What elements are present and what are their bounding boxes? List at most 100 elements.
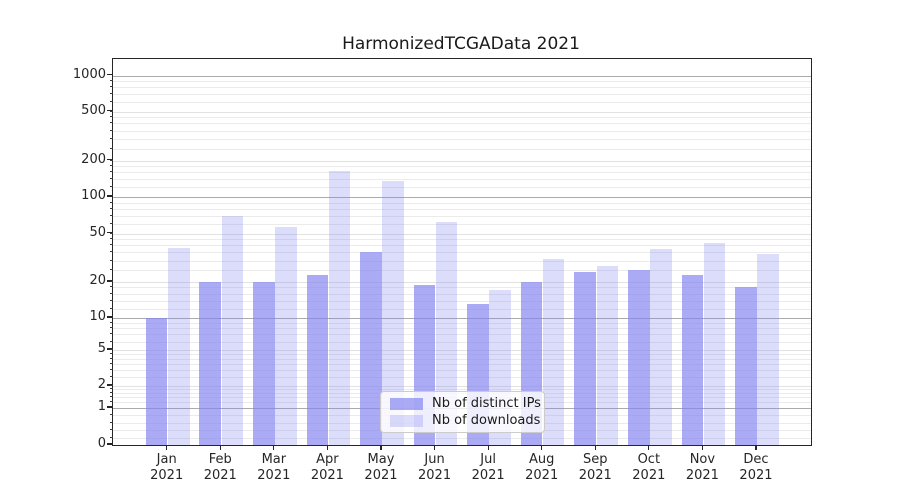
bar-ips-may <box>360 252 382 445</box>
bar-downloads-mar <box>275 226 297 445</box>
y-tick-mark <box>107 406 112 408</box>
y-tick-minor-mark <box>110 101 113 103</box>
x-tick-mark <box>648 445 650 450</box>
gridline-minor <box>113 245 811 247</box>
x-tick-label: Sep 2021 <box>578 452 612 483</box>
y-tick-minor-mark <box>110 238 113 240</box>
y-tick-minor-mark <box>110 388 113 390</box>
y-tick-minor-mark <box>110 259 113 261</box>
bar-downloads-apr <box>328 170 351 445</box>
gridline-minor <box>113 130 811 132</box>
gridline-minor <box>113 270 811 272</box>
y-tick-minor-mark <box>110 93 113 95</box>
y-tick-minor-mark <box>110 201 113 203</box>
y-tick-mark <box>107 195 112 197</box>
y-tick-mark <box>107 316 112 318</box>
plot-area <box>112 58 812 446</box>
gridline <box>113 160 811 162</box>
x-tick-label: Aug 2021 <box>525 452 559 483</box>
y-tick-label: 100 <box>81 188 106 203</box>
y-tick-minor-mark <box>110 86 113 88</box>
y-tick-minor-mark <box>110 159 113 161</box>
bar-downloads-dec <box>757 253 779 445</box>
x-tick-mark <box>433 445 436 450</box>
y-tick-minor-mark <box>110 392 113 394</box>
y-tick-label: 2 <box>97 377 106 392</box>
y-tick-minor-mark <box>110 79 113 81</box>
y-tick-minor-mark <box>110 129 113 131</box>
y-tick-label: 10 <box>89 309 106 324</box>
bar-downloads-jun <box>435 222 458 445</box>
bar-downloads-oct <box>650 249 672 445</box>
y-tick-mark <box>107 109 112 112</box>
legend-swatch-distinct-ips-icon <box>390 397 423 410</box>
y-tick-label: 0 <box>97 436 106 451</box>
x-tick-mark <box>166 445 168 450</box>
x-tick-label: Jul 2021 <box>471 452 505 483</box>
x-tick-label: Jan 2021 <box>150 452 184 483</box>
gridline-minor <box>113 370 811 372</box>
bar-ips-oct <box>628 270 650 445</box>
y-tick-minor-mark <box>110 232 113 234</box>
y-tick-label: 1 <box>97 399 106 414</box>
x-tick-label: Mar 2021 <box>257 452 291 483</box>
gridline-minor <box>113 172 811 174</box>
bar-downloads-sep <box>596 266 619 445</box>
x-tick-label: Oct 2021 <box>632 452 666 483</box>
x-tick-mark <box>487 445 489 450</box>
bar-ips-apr <box>306 274 329 445</box>
y-tick-minor-mark <box>110 186 113 188</box>
y-tick-minor-mark <box>110 376 113 378</box>
x-tick-mark <box>594 445 596 450</box>
y-tick-minor-mark <box>110 436 113 438</box>
gridline-minor <box>113 148 811 150</box>
x-tick-label: Feb 2021 <box>203 452 237 483</box>
gridline-minor <box>113 354 811 356</box>
y-tick-minor-mark <box>110 357 113 359</box>
gridline-minor <box>113 358 811 360</box>
x-tick-mark <box>380 445 382 450</box>
gridline-minor <box>113 138 811 140</box>
gridline-minor <box>113 123 811 125</box>
x-tick-mark <box>701 445 703 450</box>
y-tick-minor-mark <box>110 251 113 253</box>
y-tick-label: 200 <box>81 151 106 167</box>
y-tick-minor-mark <box>110 214 113 216</box>
x-tick-label: Nov 2021 <box>685 452 719 483</box>
y-tick-minor-mark <box>110 299 113 301</box>
y-tick-minor-mark <box>110 429 113 431</box>
gridline-minor <box>113 377 811 379</box>
y-tick-label: 20 <box>89 273 106 288</box>
bar-downloads-aug <box>542 258 565 445</box>
y-tick-minor-mark <box>110 401 113 403</box>
y-tick-minor-mark <box>110 307 113 309</box>
gridline-minor <box>113 389 811 391</box>
gridline <box>113 386 811 387</box>
y-tick-minor-mark <box>110 340 113 342</box>
gridline-minor <box>113 364 811 365</box>
gridline-minor <box>113 341 811 343</box>
y-tick-label: 5 <box>97 341 106 356</box>
legend-swatch-downloads-icon <box>390 414 423 427</box>
x-tick-label: May 2021 <box>364 452 398 483</box>
y-tick-minor-mark <box>110 321 113 323</box>
gridline-minor <box>113 260 811 262</box>
y-tick-mark <box>107 73 112 76</box>
y-tick-minor-mark <box>110 207 113 209</box>
gridline-minor <box>113 239 811 241</box>
y-tick-minor-mark <box>110 327 113 329</box>
y-tick-minor-mark <box>110 137 113 139</box>
gridline-major <box>113 318 811 319</box>
y-tick-minor-mark <box>110 244 113 246</box>
legend-entry-distinct-ips: Nb of distinct IPs <box>390 396 541 411</box>
y-tick-minor-mark <box>110 147 113 149</box>
bar-ips-mar <box>253 282 275 445</box>
gridline-minor <box>113 87 811 89</box>
y-tick-minor-mark <box>110 421 113 423</box>
gridline-minor <box>113 208 811 210</box>
bar-ips-nov <box>681 274 704 445</box>
y-tick-mark <box>107 348 112 350</box>
legend-label-distinct-ips: Nb of distinct IPs <box>432 396 541 411</box>
chart-title: HarmonizedTCGAData 2021 <box>342 34 580 54</box>
